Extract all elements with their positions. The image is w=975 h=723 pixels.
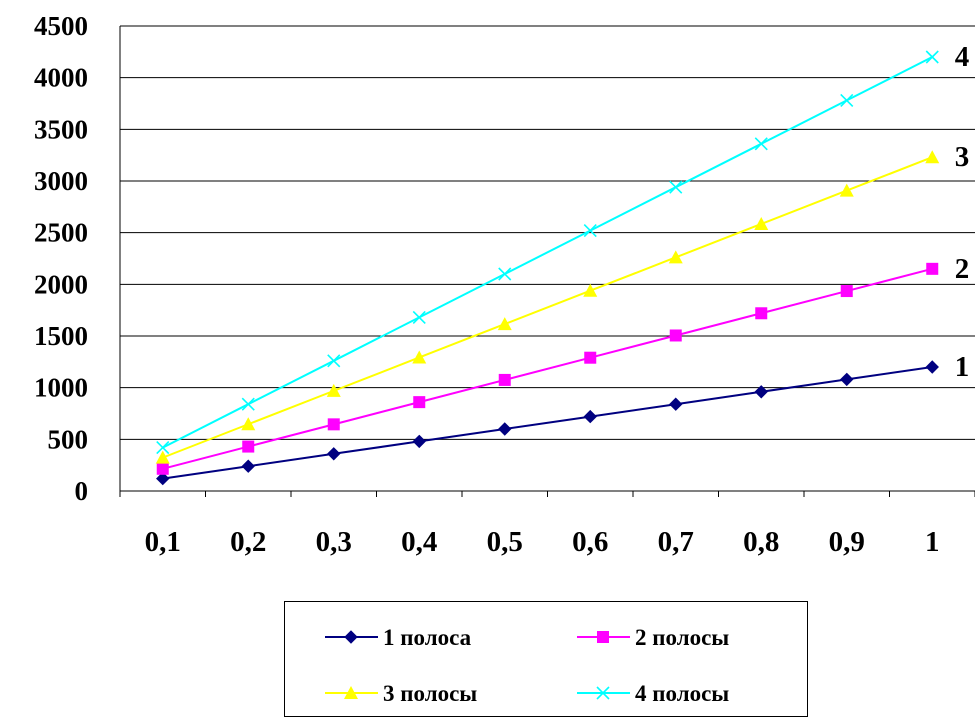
data-point — [839, 183, 854, 197]
series-3 — [155, 150, 940, 464]
data-point — [498, 267, 512, 281]
data-point — [413, 396, 426, 409]
legend-entry: 2 полосы — [577, 625, 729, 650]
series-end-label: 2 — [955, 253, 970, 285]
series-1 — [156, 360, 939, 486]
x-tick-label: 1 — [925, 526, 940, 558]
legend-marker — [344, 686, 358, 699]
data-point — [754, 137, 768, 151]
legend-entry: 4 полосы — [577, 681, 729, 706]
y-tick-label: 4000 — [34, 63, 88, 93]
data-point — [412, 350, 427, 364]
legend-entries: 1 полоса 2 полосы 3 полосы 4 полосы — [325, 625, 729, 706]
data-point — [583, 224, 597, 238]
data-point — [840, 93, 854, 107]
gridlines — [120, 25, 975, 440]
data-point — [925, 150, 940, 164]
data-point — [241, 417, 256, 431]
x-tick-label: 0,3 — [316, 526, 352, 558]
series-end-label: 3 — [955, 141, 970, 173]
legend-entry: 1 полоса — [325, 625, 472, 650]
y-tick-label: 3000 — [34, 166, 88, 196]
series-line — [162, 156, 933, 459]
data-point — [327, 418, 340, 431]
legend-marker — [344, 630, 358, 644]
data-point — [668, 250, 683, 264]
series-line — [162, 366, 933, 480]
data-point — [583, 283, 598, 297]
y-tick-label: 0 — [75, 476, 89, 506]
x-tick-label: 0,7 — [658, 526, 694, 558]
y-tick-label: 500 — [48, 424, 89, 454]
x-tick-label: 0,4 — [401, 526, 437, 558]
x-tick-label: 0,1 — [145, 526, 181, 558]
axes — [119, 26, 975, 497]
series-4 — [156, 50, 939, 455]
legend-marker — [596, 686, 610, 700]
legend-label: 2 полосы — [635, 625, 729, 650]
data-point — [754, 385, 768, 399]
data-point — [497, 317, 512, 331]
data-point — [755, 307, 768, 320]
data-point — [669, 329, 682, 342]
data-point — [925, 50, 939, 64]
y-tick-label: 1500 — [34, 321, 88, 351]
series-end-labels: 1 2 3 4 — [955, 41, 970, 383]
data-point — [327, 354, 341, 368]
legend-marker — [597, 631, 609, 643]
data-point — [584, 351, 597, 364]
series-line — [162, 56, 933, 449]
x-tick-label: 0,8 — [743, 526, 779, 558]
data-point — [156, 441, 170, 455]
x-tick-label: 0,2 — [230, 526, 266, 558]
x-tick-label: 0,9 — [829, 526, 865, 558]
x-tick-label: 0,5 — [487, 526, 523, 558]
series-end-label: 1 — [955, 351, 970, 383]
data-point — [840, 372, 854, 387]
legend: 1 полоса 2 полосы 3 полосы 4 полосы — [284, 601, 808, 717]
y-tick-label: 2500 — [34, 218, 88, 248]
y-tick-label: 4500 — [34, 11, 88, 41]
data-point — [498, 422, 512, 436]
data-point — [242, 440, 255, 453]
data-point — [754, 216, 769, 230]
series-line — [162, 267, 933, 470]
data-point — [327, 447, 341, 461]
data-point — [669, 180, 683, 194]
data-point — [241, 397, 255, 411]
data-point — [156, 462, 169, 475]
data-point — [412, 310, 426, 324]
x-tick-labels: 0,1 0,2 0,3 0,4 0,5 0,6 0,7 0,8 0,9 1 — [145, 526, 940, 558]
legend-label: 4 полосы — [635, 681, 729, 706]
series-lines — [155, 50, 940, 486]
data-point — [498, 373, 511, 386]
y-tick-labels: 0 500 1000 1500 2000 2500 3000 3500 4000 4500 — [34, 11, 88, 506]
data-point — [583, 409, 597, 424]
data-point — [840, 285, 853, 298]
y-tick-label: 2000 — [34, 269, 88, 299]
data-point — [412, 434, 426, 449]
y-tick-label: 3500 — [34, 114, 88, 144]
data-point — [156, 471, 170, 486]
data-point — [925, 360, 939, 374]
data-point — [155, 450, 170, 464]
legend-entry: 3 полосы — [325, 681, 477, 706]
data-point — [241, 459, 255, 473]
series-2 — [156, 262, 939, 475]
legend-label: 3 полосы — [383, 681, 477, 706]
data-point — [926, 262, 939, 275]
legend-label: 1 полоса — [383, 625, 472, 650]
y-tick-label: 1000 — [34, 373, 88, 403]
data-point — [669, 397, 683, 411]
series-end-label: 4 — [955, 41, 970, 73]
data-point — [326, 383, 341, 397]
x-tick-label: 0,6 — [572, 526, 608, 558]
